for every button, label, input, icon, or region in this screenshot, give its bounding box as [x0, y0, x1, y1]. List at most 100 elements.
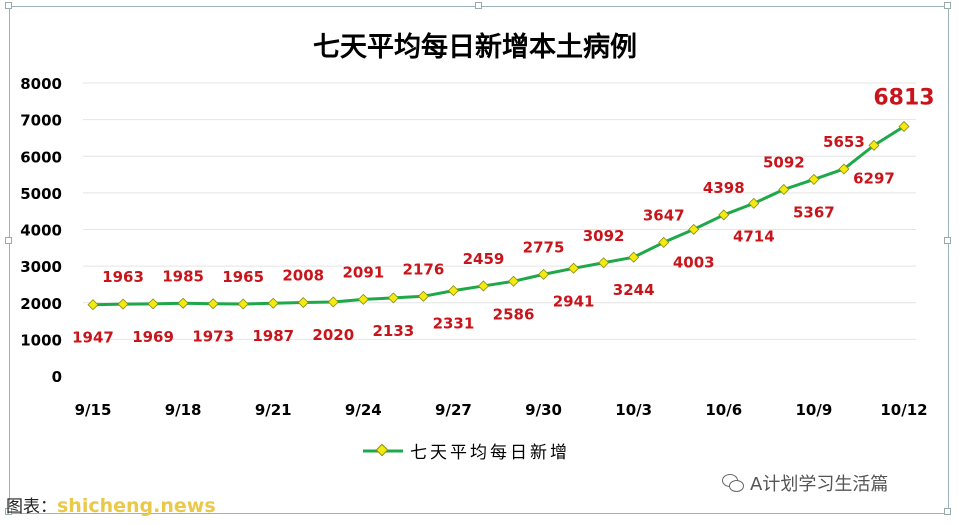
- x-tick-label: 10/3: [615, 401, 652, 419]
- data-label: 1985: [162, 267, 204, 285]
- series-line-path: [92, 125, 905, 307]
- data-label: 5653: [823, 133, 865, 151]
- data-label: 1965: [222, 268, 264, 286]
- data-point: [868, 139, 880, 151]
- data-point: [508, 275, 520, 287]
- footer-source: 图表：shicheng.news: [6, 492, 216, 517]
- x-tick-label: 9/21: [255, 401, 292, 419]
- data-point: [117, 298, 129, 310]
- y-tick-label: 7000: [20, 112, 62, 130]
- resize-handle[interactable]: [475, 2, 482, 9]
- x-tick-label: 10/6: [705, 401, 742, 419]
- data-point: [447, 285, 459, 297]
- data-label: 2020: [312, 326, 354, 344]
- data-point: [808, 173, 820, 185]
- brand-watermark: shicheng.news: [57, 495, 216, 517]
- data-point: [327, 296, 339, 308]
- resize-handle[interactable]: [944, 237, 951, 244]
- data-label: 1969: [132, 328, 174, 346]
- y-tick-label: 6000: [20, 148, 62, 166]
- data-point: [297, 296, 309, 308]
- legend: 七天平均每日新增: [363, 443, 570, 463]
- x-tick-label: 9/18: [165, 401, 202, 419]
- data-point: [568, 262, 580, 274]
- grid-lines: [83, 82, 916, 340]
- data-labels: 1947 1963 1969 1985 1973 1965 1987 2008 2020 2091…: [72, 85, 934, 346]
- x-tick-label: 9/15: [75, 401, 112, 419]
- watermark-text: A计划学习生活篇: [750, 474, 889, 495]
- data-label: 2008: [282, 266, 324, 284]
- data-point: [628, 251, 640, 263]
- y-tick-label: 8000: [20, 75, 62, 93]
- data-point: [598, 257, 610, 269]
- data-label: 2133: [372, 322, 414, 340]
- data-point: [718, 209, 730, 221]
- data-label: 6297: [853, 169, 895, 187]
- x-tick-label: 9/24: [345, 401, 382, 419]
- data-label: 4714: [733, 227, 775, 245]
- y-tick-label: 5000: [20, 185, 62, 203]
- wechat-watermark: A计划学习生活篇: [722, 470, 888, 496]
- data-label: 6813: [873, 85, 934, 110]
- resize-handle[interactable]: [944, 2, 951, 9]
- data-point: [778, 183, 790, 196]
- y-tick-label: 1000: [20, 331, 62, 349]
- data-point: [748, 197, 760, 209]
- y-axis: 0 1000 2000 3000 4000 5000 6000 7000 8000: [20, 75, 62, 386]
- data-label: 4003: [673, 253, 715, 271]
- data-label: 1973: [192, 328, 234, 346]
- x-axis: 9/15 9/18 9/21 9/24 9/27 9/30 10/3 10/6 10/9 10/1…: [75, 401, 928, 419]
- data-point: [177, 297, 189, 309]
- data-point: [207, 298, 219, 310]
- data-point: [688, 223, 700, 235]
- resize-handle[interactable]: [944, 508, 951, 515]
- data-point: [658, 236, 670, 248]
- data-point: [147, 298, 159, 310]
- data-label: 1947: [72, 329, 114, 347]
- legend-marker-swatch: [375, 443, 389, 457]
- y-tick-label: 3000: [20, 258, 62, 276]
- chart-title: 七天平均每日新增本土病例: [313, 31, 637, 63]
- data-point: [477, 280, 489, 292]
- data-label: 1963: [102, 268, 144, 286]
- data-label: 5092: [763, 154, 805, 172]
- data-point: [267, 297, 279, 309]
- data-label: 4398: [703, 179, 745, 197]
- y-tick-label: 0: [52, 368, 62, 386]
- y-tick-label: 2000: [20, 295, 62, 313]
- x-tick-label: 10/9: [795, 401, 832, 419]
- legend-label: 七天平均每日新增: [410, 443, 570, 463]
- x-tick-label: 10/12: [880, 401, 927, 419]
- data-label: 1987: [252, 327, 294, 345]
- x-tick-label: 9/30: [525, 401, 562, 419]
- data-point: [417, 290, 429, 302]
- wechat-icon: [722, 474, 744, 492]
- data-label: 2459: [463, 250, 505, 268]
- resize-handle[interactable]: [5, 2, 12, 9]
- x-tick-label: 9/27: [435, 401, 472, 419]
- data-point: [87, 299, 99, 311]
- resize-handle[interactable]: [5, 237, 12, 244]
- data-point: [237, 298, 249, 310]
- data-point: [898, 120, 910, 132]
- source-label: 图表：: [6, 497, 57, 517]
- resize-handle[interactable]: [5, 508, 12, 515]
- chart-frame: [9, 6, 949, 514]
- series-line: [87, 120, 910, 311]
- data-label: 2176: [403, 260, 445, 278]
- data-point: [838, 163, 850, 175]
- data-label: 2091: [342, 263, 384, 281]
- data-label: 2775: [523, 238, 565, 256]
- data-point: [357, 293, 369, 305]
- data-label: 3244: [613, 281, 655, 299]
- data-label: 2586: [493, 305, 535, 323]
- data-point: [538, 268, 550, 280]
- data-label: 3092: [583, 227, 625, 245]
- data-label: 5367: [793, 203, 835, 221]
- data-label: 2941: [553, 292, 595, 310]
- data-label: 3647: [643, 206, 685, 224]
- data-label: 2331: [433, 315, 475, 333]
- data-point: [387, 292, 399, 304]
- y-tick-label: 4000: [20, 222, 62, 240]
